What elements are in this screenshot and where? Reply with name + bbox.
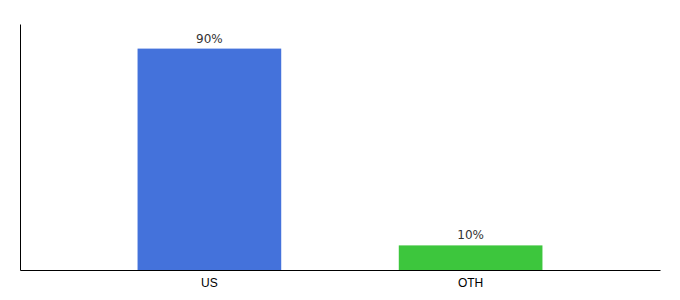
- data-label: 10%: [457, 228, 484, 242]
- data-labels: 90% 10%: [196, 32, 484, 243]
- x-axis-line: [21, 270, 661, 271]
- chart: US OTH 90% 10%: [0, 0, 680, 300]
- plot: US OTH 90% 10%: [21, 25, 661, 290]
- x-tick-label: US: [201, 276, 218, 290]
- y-axis-line: [20, 25, 21, 271]
- data-label: 90%: [196, 32, 223, 46]
- x-axis: US OTH: [21, 270, 661, 290]
- bars: [138, 49, 543, 270]
- x-tick: OTH: [458, 270, 483, 290]
- x-tick-label: OTH: [458, 276, 483, 290]
- y-axis: [20, 25, 21, 271]
- bar: [399, 245, 543, 270]
- x-tick: US: [201, 270, 218, 290]
- bar: [138, 49, 282, 270]
